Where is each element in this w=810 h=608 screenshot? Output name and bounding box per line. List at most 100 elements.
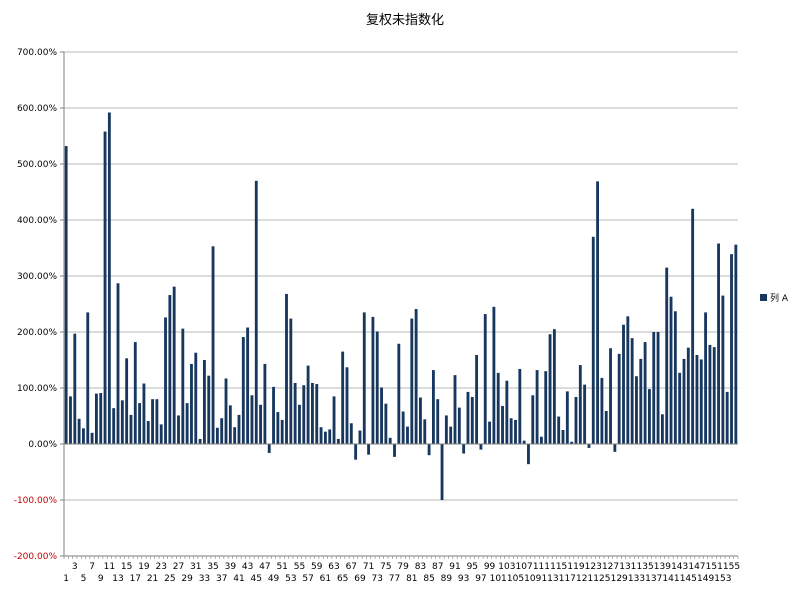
bar xyxy=(656,332,660,444)
bar xyxy=(617,353,621,444)
bar xyxy=(410,318,414,444)
bar xyxy=(207,375,211,444)
x-tick-label: 109 xyxy=(524,574,541,584)
bar xyxy=(90,432,94,444)
bar xyxy=(505,380,509,444)
x-tick-label: 143 xyxy=(671,562,688,572)
bar xyxy=(159,424,163,444)
bar xyxy=(336,438,340,444)
y-tick-label: 200.00% xyxy=(17,328,57,338)
bar xyxy=(241,337,245,444)
bar xyxy=(496,372,500,444)
bar xyxy=(177,415,180,444)
bar xyxy=(315,384,319,444)
bar xyxy=(561,430,565,444)
bar xyxy=(86,312,90,444)
x-tick-label: 53 xyxy=(285,574,296,584)
x-tick-label: 147 xyxy=(688,562,705,572)
x-tick-label: 19 xyxy=(138,562,150,572)
x-tick-label: 131 xyxy=(619,562,636,572)
bar xyxy=(539,436,543,444)
y-tick-label: 0.00% xyxy=(28,440,57,450)
bar xyxy=(393,444,396,457)
bar xyxy=(488,421,491,444)
x-tick-label: 139 xyxy=(654,562,671,572)
bar xyxy=(514,419,517,444)
bar xyxy=(462,444,466,454)
bar xyxy=(77,418,81,444)
x-tick-label: 135 xyxy=(637,562,654,572)
bar xyxy=(69,396,72,444)
x-tick-label: 111 xyxy=(533,562,550,572)
x-tick-label: 57 xyxy=(302,574,313,584)
bar xyxy=(596,181,600,445)
bar xyxy=(233,427,237,444)
bar xyxy=(699,359,703,444)
y-tick-label: 600.00% xyxy=(17,104,57,114)
bar xyxy=(341,351,345,444)
bar xyxy=(267,444,271,453)
x-tick-label: 151 xyxy=(706,562,723,572)
bar xyxy=(146,421,150,444)
x-tick-label: 127 xyxy=(602,562,619,572)
y-tick-label: 700.00% xyxy=(17,48,57,58)
x-tick-label: 93 xyxy=(458,574,469,584)
bar xyxy=(64,146,68,444)
bar xyxy=(172,286,176,444)
bar xyxy=(652,332,656,444)
bar xyxy=(501,405,504,444)
bar xyxy=(194,352,198,444)
bar xyxy=(202,360,206,444)
y-tick-label: -100.00% xyxy=(14,496,58,506)
bar xyxy=(419,397,422,444)
bar xyxy=(578,365,582,444)
y-tick-label: 300.00% xyxy=(17,272,57,282)
x-tick-label: 15 xyxy=(121,562,132,572)
bar xyxy=(73,333,77,444)
bar xyxy=(591,236,595,444)
bar xyxy=(155,399,159,444)
x-tick-label: 9 xyxy=(98,574,104,584)
bar xyxy=(332,396,336,444)
bar xyxy=(120,400,124,444)
bar xyxy=(224,378,228,444)
bar xyxy=(708,344,712,444)
bar xyxy=(436,399,440,444)
bar xyxy=(414,309,418,444)
x-tick-label: 29 xyxy=(181,574,193,584)
x-tick-label: 121 xyxy=(576,574,593,584)
x-tick-label: 133 xyxy=(628,574,645,584)
bar xyxy=(431,370,435,444)
bar xyxy=(349,423,353,444)
bar xyxy=(535,370,539,444)
bar xyxy=(259,404,263,444)
x-tick-label: 129 xyxy=(611,574,628,584)
bar xyxy=(185,403,189,444)
bar xyxy=(613,444,617,452)
x-tick-label: 5 xyxy=(81,574,87,584)
x-tick-label: 155 xyxy=(723,562,740,572)
bar xyxy=(362,312,366,444)
legend-swatch xyxy=(760,294,767,301)
x-tick-label: 69 xyxy=(354,574,366,584)
x-tick-label: 1 xyxy=(63,574,69,584)
gridlines xyxy=(60,51,738,557)
bar xyxy=(190,363,193,444)
bar xyxy=(427,444,431,456)
bar xyxy=(246,327,250,444)
bar xyxy=(401,411,405,444)
x-tick-label: 103 xyxy=(498,562,515,572)
bar xyxy=(587,444,591,448)
x-tick-label: 141 xyxy=(662,574,679,584)
bar xyxy=(518,368,522,444)
bar xyxy=(648,389,651,444)
bar xyxy=(289,318,293,444)
bar xyxy=(375,331,379,444)
x-tick-label: 81 xyxy=(406,574,417,584)
bar xyxy=(164,317,167,444)
bar xyxy=(151,399,154,444)
bar xyxy=(600,377,604,444)
bar xyxy=(237,414,241,444)
x-tick-label: 55 xyxy=(294,562,305,572)
x-tick-label: 51 xyxy=(276,562,287,572)
